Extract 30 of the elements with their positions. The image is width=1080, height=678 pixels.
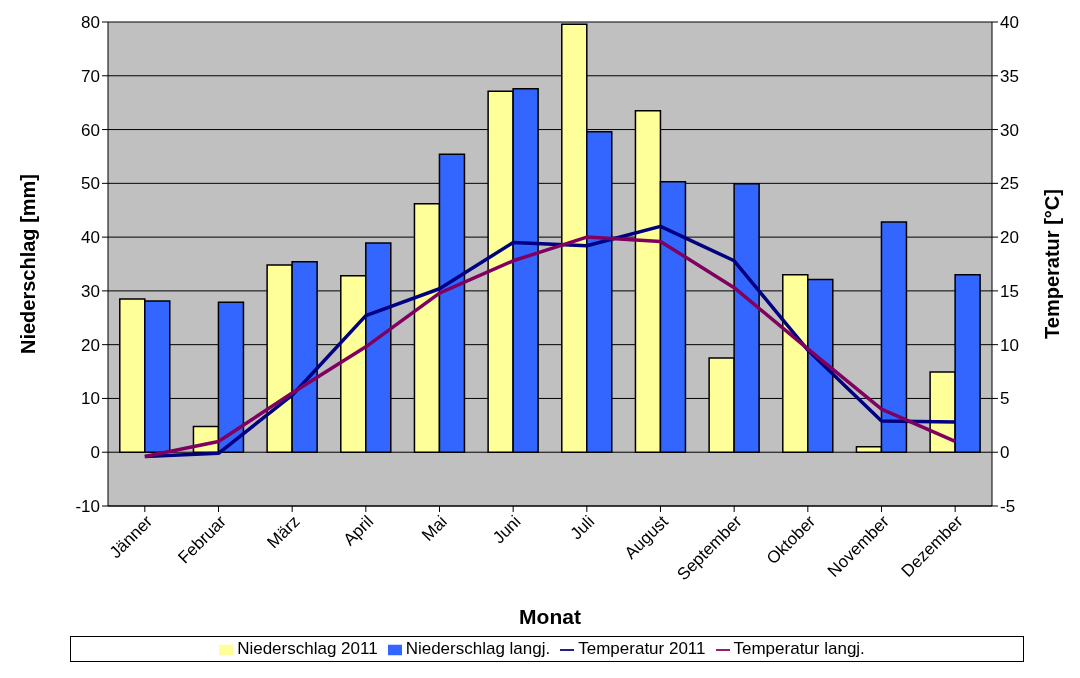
y-tick-label: 10: [81, 389, 100, 409]
y-tick-label: -10: [75, 497, 100, 517]
y2-tick-label: 10: [1000, 335, 1019, 355]
y-tick-label: 60: [81, 120, 100, 140]
y-axis-title: Niederschlag [mm]: [17, 173, 40, 355]
y-tick-label: 80: [81, 13, 100, 33]
y-tick-label: 70: [81, 66, 100, 86]
x-tick-label: Juli: [566, 511, 599, 544]
y2-tick-label: 30: [1000, 120, 1019, 140]
x-axis-title: Monat: [519, 605, 581, 628]
y2-tick-label: 20: [1000, 228, 1019, 248]
y2-tick-label: 25: [1000, 174, 1019, 194]
x-tick-label: Mai: [418, 511, 451, 545]
y-tick-label: 0: [90, 443, 100, 463]
y-tick-label: 50: [81, 174, 100, 194]
y2-axis-title: Temperatur [°C]: [1041, 189, 1064, 339]
y2-tick-label: 0: [1000, 443, 1010, 463]
y2-tick-label: 35: [1000, 66, 1019, 86]
y2-tick-label: 5: [1000, 389, 1010, 409]
y-tick-label: 40: [81, 228, 100, 248]
y2-tick-label: 15: [1000, 281, 1019, 301]
y2-tick-label: 40: [1000, 13, 1019, 33]
legend-label: Temperatur langj.: [733, 639, 865, 658]
y2-tick-label: -5: [1000, 497, 1016, 517]
legend-label: Temperatur 2011: [578, 639, 706, 658]
legend-label: Niederschlag 2011: [237, 639, 378, 658]
y-tick-label: 20: [81, 335, 100, 355]
x-tick-label: Juni: [489, 511, 525, 548]
legend-label: Niederschlag langj.: [405, 639, 551, 658]
y-tick-label: 30: [81, 281, 100, 301]
